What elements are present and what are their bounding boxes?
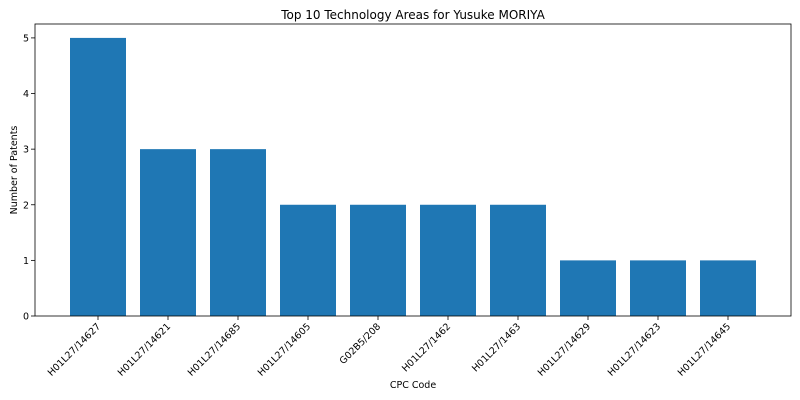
x-tick-label: H01L27/14685 — [186, 321, 243, 378]
y-tick-label: 4 — [23, 89, 29, 100]
x-tick-label: G02B5/208 — [338, 321, 384, 367]
bar-7 — [560, 260, 616, 316]
bar-6 — [490, 205, 546, 316]
chart-title: Top 10 Technology Areas for Yusuke MORIY… — [280, 8, 545, 22]
y-axis-ticks: 0 1 2 3 4 5 — [23, 33, 35, 322]
bar-3 — [280, 205, 336, 316]
y-axis-label: Number of Patents — [9, 126, 20, 215]
y-tick-label: 2 — [23, 200, 29, 211]
bar-8 — [630, 260, 686, 316]
bar-0 — [70, 38, 126, 316]
x-tick-label: H01L27/14627 — [46, 321, 103, 378]
y-tick-label: 0 — [23, 312, 29, 323]
bar-9 — [700, 260, 756, 316]
x-tick-label: H01L27/1463 — [470, 321, 523, 374]
bar-1 — [140, 149, 196, 316]
x-tick-label: H01L27/14629 — [536, 321, 593, 378]
x-tick-label: H01L27/14645 — [676, 321, 733, 378]
y-tick-label: 3 — [23, 145, 29, 156]
x-tick-label: H01L27/14621 — [116, 321, 173, 378]
x-tick-label: H01L27/14623 — [606, 321, 663, 378]
y-tick-label: 5 — [23, 33, 29, 44]
bar-2 — [210, 149, 266, 316]
bar-4 — [350, 205, 406, 316]
x-axis-ticks: H01L27/14627H01L27/14621H01L27/14685H01L… — [46, 316, 733, 379]
y-tick-label: 1 — [23, 256, 29, 267]
x-axis-label: CPC Code — [390, 380, 436, 391]
x-tick-label: H01L27/1462 — [400, 321, 453, 374]
bars-layer — [70, 38, 756, 316]
bar-5 — [420, 205, 476, 316]
x-tick-label: H01L27/14605 — [256, 321, 313, 378]
